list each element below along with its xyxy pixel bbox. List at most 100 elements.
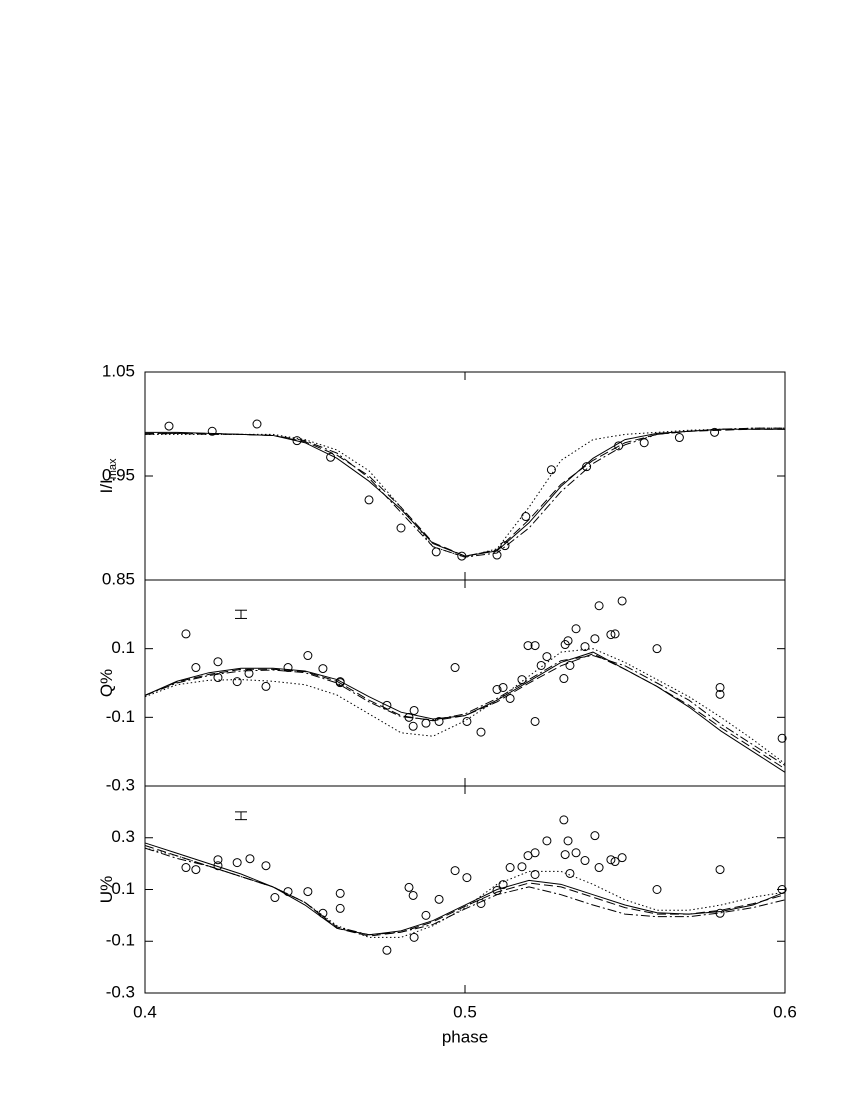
data-point [563, 636, 573, 646]
y-tick-label: -0.3 [106, 982, 135, 1001]
data-point [492, 550, 502, 560]
x-axis-label: phase [442, 1027, 488, 1046]
model-curve [144, 845, 786, 937]
data-point [639, 438, 649, 448]
data-point [610, 629, 620, 639]
data-point [244, 668, 254, 678]
y-axis-label-main: I/I [97, 479, 116, 493]
data-point [594, 863, 604, 873]
data-point [382, 945, 392, 955]
data-point [652, 885, 662, 894]
data-point [207, 426, 217, 436]
model-curve [144, 847, 786, 938]
y-axis-label: Q% [97, 669, 116, 697]
data-point [715, 865, 725, 875]
x-tick-label: 0.6 [773, 1002, 797, 1021]
data-point [580, 642, 590, 652]
data-point [434, 894, 444, 904]
data-point [610, 857, 620, 867]
data-point [292, 436, 302, 446]
y-tick-label: -0.1 [106, 931, 135, 950]
data-point [715, 689, 725, 699]
y-axis-label-main: Q% [97, 669, 116, 697]
y-tick-label: 1.05 [102, 361, 135, 380]
data-point [303, 651, 313, 661]
model-curve [145, 427, 785, 558]
y-tick-label: 0.85 [102, 569, 135, 588]
x-tick-label: 0.5 [453, 1002, 477, 1021]
data-point [421, 910, 431, 920]
data-point [476, 898, 486, 908]
data-point [652, 644, 662, 654]
data-point [710, 427, 720, 437]
model-curve [144, 842, 786, 936]
data-point [674, 433, 684, 443]
data-point [617, 853, 627, 863]
model-curve [144, 653, 786, 770]
data-point [382, 700, 392, 710]
data-point [530, 869, 540, 879]
y-axis-label-sub: max [107, 458, 119, 479]
data-point [559, 815, 569, 825]
data-point [492, 685, 502, 695]
y-tick-label: 0.95 [102, 465, 135, 484]
data-point [318, 908, 328, 918]
data-point [582, 462, 592, 472]
model-curve [145, 428, 785, 557]
data-point [517, 675, 527, 685]
data-point [542, 836, 552, 846]
data-point [523, 641, 533, 651]
data-point [536, 660, 546, 670]
data-point [191, 663, 201, 673]
data-point [777, 733, 787, 743]
data-point [283, 663, 293, 673]
data-point [396, 523, 406, 533]
plot-frame [144, 371, 786, 581]
data-point [462, 716, 472, 726]
data-point [777, 885, 787, 894]
data-point [565, 660, 575, 670]
data-point [213, 861, 223, 871]
x-tick-label: 0.4 [133, 1002, 157, 1021]
model-curve [145, 428, 785, 557]
data-point [715, 908, 725, 918]
data-point [213, 657, 223, 667]
data-point [565, 868, 575, 878]
data-point [421, 718, 431, 728]
data-point [431, 547, 441, 557]
data-point [563, 836, 573, 846]
data-point [606, 630, 616, 640]
data-point [505, 863, 515, 873]
y-axis-label: I/Imax [97, 458, 118, 493]
y-axis-label: U% [97, 876, 116, 903]
data-point [580, 856, 590, 866]
data-point [614, 441, 624, 451]
data-point [462, 873, 472, 883]
data-point [476, 727, 486, 737]
data-point [530, 716, 540, 726]
data-point [335, 888, 345, 898]
model-curve [144, 655, 786, 766]
data-point [450, 663, 460, 673]
data-point [606, 855, 616, 865]
data-point [617, 596, 627, 606]
data-point [457, 551, 467, 561]
y-tick-label: 0.3 [111, 827, 135, 846]
data-point [181, 863, 191, 873]
data-point [434, 716, 444, 726]
data-point [164, 421, 174, 431]
data-point [517, 862, 527, 872]
data-point [335, 903, 345, 913]
data-point [326, 452, 336, 462]
data-point [303, 887, 313, 897]
model-curve [144, 648, 786, 765]
data-point [409, 932, 419, 942]
data-point [261, 861, 271, 871]
model-curve [144, 651, 786, 773]
data-point [408, 721, 418, 731]
data-point [590, 831, 600, 841]
data-point [364, 495, 374, 505]
data-point [530, 848, 540, 858]
